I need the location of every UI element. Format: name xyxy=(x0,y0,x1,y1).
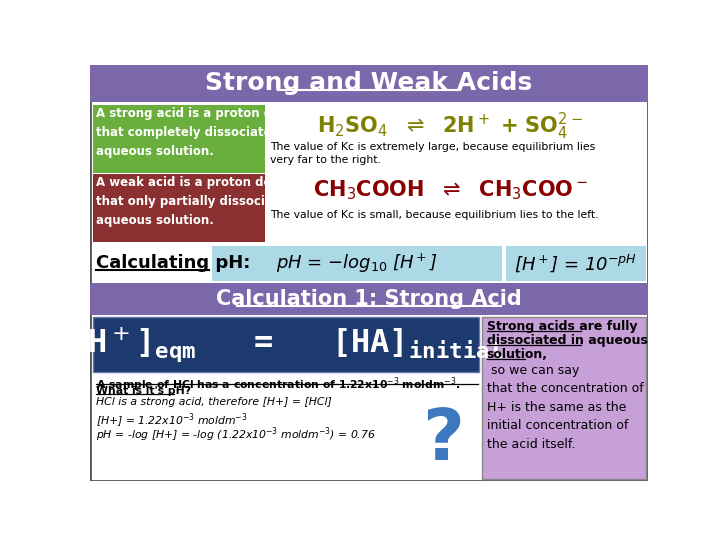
FancyBboxPatch shape xyxy=(93,174,265,242)
Text: Strong and Weak Acids: Strong and Weak Acids xyxy=(205,71,533,95)
Text: The value of Kc is extremely large, because equilibrium lies
very far to the rig: The value of Kc is extremely large, beca… xyxy=(270,142,595,165)
Text: Calculation 1: Strong Acid: Calculation 1: Strong Acid xyxy=(216,289,522,309)
Text: Strong acids are fully: Strong acids are fully xyxy=(487,320,637,333)
Text: [H$^+$]$_{\mathregular{eqm}}$   =   [HA]$_{\mathregular{initial}}$: [H$^+$]$_{\mathregular{eqm}}$ = [HA]$_{\… xyxy=(68,325,503,364)
Text: A strong acid is a proton donor
that completely dissociates in
aqueous solution.: A strong acid is a proton donor that com… xyxy=(96,107,302,158)
Text: A weak acid is a proton donor
that only partially dissociates in
aqueous solutio: A weak acid is a proton donor that only … xyxy=(96,177,310,227)
FancyBboxPatch shape xyxy=(506,246,647,281)
Text: [H+] = 1.22x10$^{-3}$ moldm$^{-3}$: [H+] = 1.22x10$^{-3}$ moldm$^{-3}$ xyxy=(96,411,248,430)
Text: ?: ? xyxy=(422,406,464,475)
FancyBboxPatch shape xyxy=(90,65,648,481)
FancyBboxPatch shape xyxy=(93,316,479,372)
Text: H$_2$SO$_4$  $\rightleftharpoons$  2H$^+$ + SO$_4^{2-}$: H$_2$SO$_4$ $\rightleftharpoons$ 2H$^+$ … xyxy=(318,111,583,142)
FancyBboxPatch shape xyxy=(90,65,648,102)
Text: The value of Kc is small, because equilibrium lies to the left.: The value of Kc is small, because equili… xyxy=(270,210,598,220)
Text: A sample of HCl has a concentration of 1.22x10$^{-3}$ moldm$^{-3}$.: A sample of HCl has a concentration of 1… xyxy=(96,375,461,394)
Text: solution,: solution, xyxy=(487,348,548,361)
Text: so we can say
that the concentration of
H+ is the same as the
initial concentrat: so we can say that the concentration of … xyxy=(487,363,644,450)
FancyBboxPatch shape xyxy=(90,283,648,315)
Text: HCl is a strong acid, therefore [H+] = [HCl]: HCl is a strong acid, therefore [H+] = [… xyxy=(96,397,332,408)
FancyBboxPatch shape xyxy=(482,316,647,479)
Text: Calculating pH:: Calculating pH: xyxy=(96,254,251,273)
FancyBboxPatch shape xyxy=(93,105,265,173)
Text: dissociated in aqueous: dissociated in aqueous xyxy=(487,334,647,347)
Text: CH$_3$COOH  $\rightleftharpoons$  CH$_3$COO$^-$: CH$_3$COOH $\rightleftharpoons$ CH$_3$CO… xyxy=(312,179,588,202)
FancyBboxPatch shape xyxy=(212,246,503,281)
Text: pH = $-log_{10}$ [H$^+$]: pH = $-log_{10}$ [H$^+$] xyxy=(276,252,437,275)
Text: [H$^+$] = 10$^{-pH}$: [H$^+$] = 10$^{-pH}$ xyxy=(514,253,637,274)
Text: What is it's pH?: What is it's pH? xyxy=(96,386,192,396)
Text: pH = -log [H+] = -log (1.22x10$^{-3}$ moldm$^{-3}$) = 0.76: pH = -log [H+] = -log (1.22x10$^{-3}$ mo… xyxy=(96,425,376,444)
